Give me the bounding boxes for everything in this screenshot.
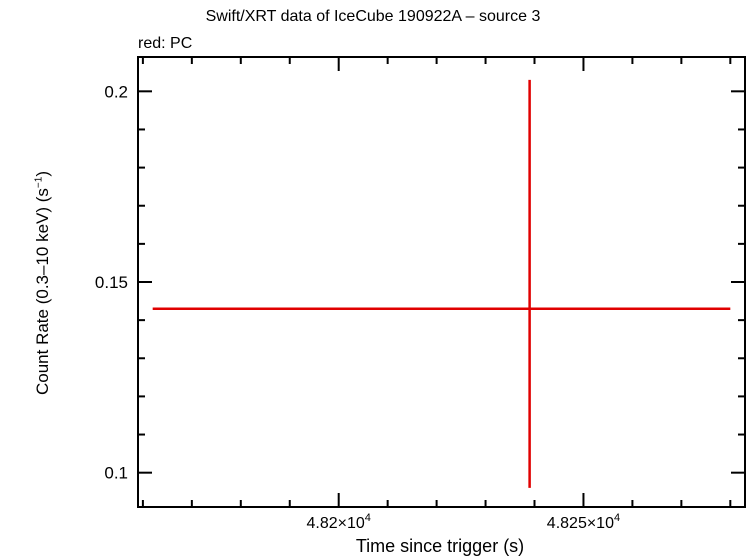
y-tick-label: 0.1 <box>104 464 128 483</box>
data-marks <box>152 79 731 488</box>
y-axis-label: Count Rate (0.3–10 keV) (s−1) <box>33 171 53 395</box>
x-tick-label: 4.825×104 <box>547 512 620 532</box>
y-axis-label-text: Count Rate (0.3–10 keV) (s <box>33 188 52 396</box>
x-axis-label: Time since trigger (s) <box>355 536 525 556</box>
y-axis-label-exponent: −1 <box>33 176 45 189</box>
x-tick-label: 4.82×104 <box>306 512 370 532</box>
tick-labels: 0.1 0.15 0.2 4.82×104 4.825×104 <box>95 82 620 532</box>
y-tick-label: 0.15 <box>95 273 128 292</box>
chart-subtitle: red: PC <box>138 35 193 52</box>
chart-title: Swift/XRT data of IceCube 190922A – sour… <box>205 8 541 25</box>
y-tick-label: 0.2 <box>104 82 128 101</box>
axis-ticks <box>138 57 745 507</box>
y-axis-label-suffix: ) <box>33 170 52 177</box>
plot-frame <box>137 56 746 508</box>
